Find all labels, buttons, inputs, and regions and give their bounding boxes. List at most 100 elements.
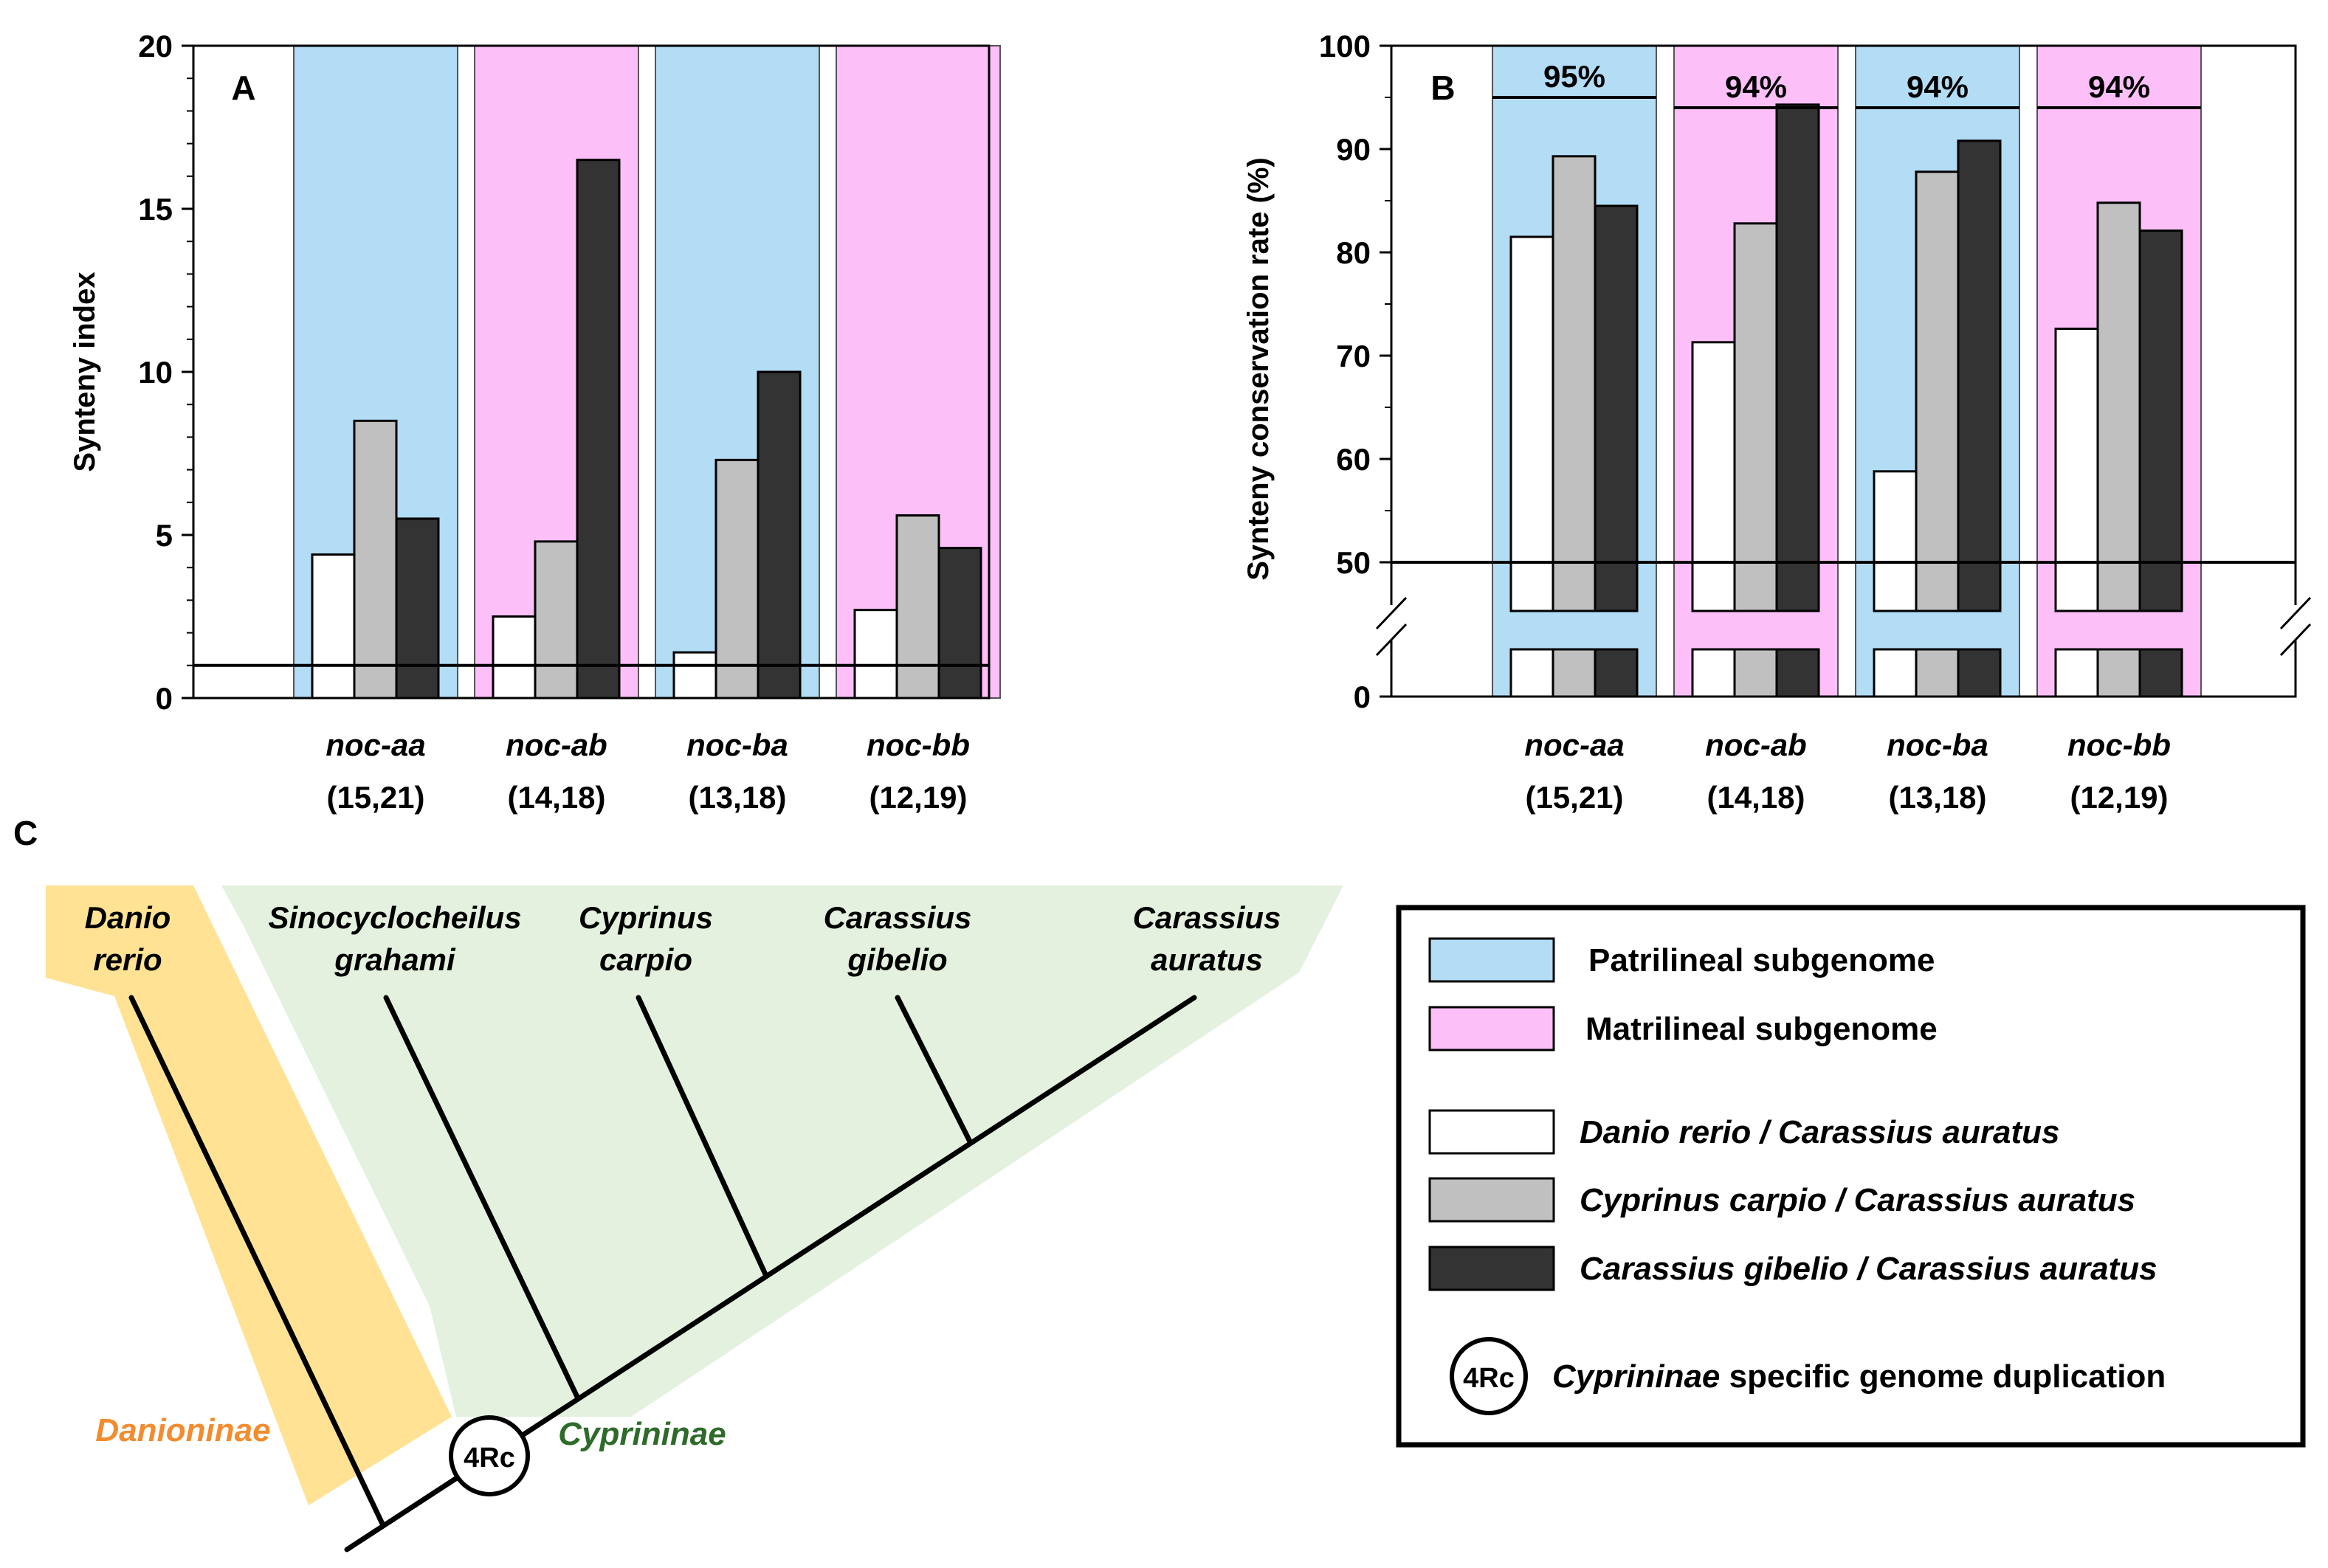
panel-b-y-tick-label: 80 (1336, 235, 1371, 270)
panel-b-bar-stub-noc-aa-gibelio-carassius (1594, 648, 1639, 698)
panel-a-category-label: noc-bb (867, 728, 970, 762)
panel-b-conservation-rate-chart: 0 50 60 70 80 90 100 95% 94% 94% 94% noc-aa (15,21… (1242, 29, 2312, 815)
species-carassius-auratus-line1: Carassius (1133, 900, 1281, 935)
panel-b-label: B (1430, 69, 1455, 107)
panel-b-bar-stub-noc-bb-cyprinus-carassius (2096, 648, 2141, 698)
panel-b-category-count: (15,21) (1525, 780, 1623, 815)
wgd-4rc-marker-label: 4Rc (464, 1443, 515, 1474)
legend-frame (1396, 905, 2306, 1448)
panel-b-bar-noc-ab-gibelio-carassius (1775, 103, 1820, 612)
clade-label-cyprininae: Cyprininae (558, 1416, 726, 1452)
legend-label-wgd: Cyprininae specific genome duplication (1552, 1358, 2166, 1395)
legend-label-cyprinus-carassius: Cyprinus carpio / Carassius auratus (1580, 1182, 2135, 1218)
panel-b-bar-noc-ba-danio-carassius (1873, 470, 1918, 612)
panel-b-category-count: (13,18) (1888, 780, 1986, 815)
panel-b-bar-noc-ba-cyprinus-carassius (1915, 170, 1960, 612)
wgd-4rc-marker (449, 1415, 530, 1496)
panel-b-axis-break-mark-left-1 (1375, 596, 1408, 630)
panel-b-y-tick-label: 90 (1336, 132, 1371, 167)
species-carassius-auratus-line2: auratus (1151, 942, 1263, 977)
panel-b-y-axis-label: Synteny conservation rate (%) (1242, 157, 1275, 581)
panel-b-y-tick-label: 50 (1336, 545, 1371, 580)
tree-branch-sinocyclocheilus-grahami (383, 995, 580, 1400)
legend-wgd-marker-label: 4Rc (1463, 1363, 1515, 1394)
panel-a-y-tick-label: 0 (156, 681, 173, 716)
panel-a-bar-noc-ba-danio-carassius (672, 651, 717, 700)
cyprininae-clade-band (221, 885, 1343, 1417)
legend-swatch-gibelio-carassius (1428, 1246, 1555, 1291)
legend-label-matrilineal: Matrilineal subgenome (1585, 1011, 1938, 1047)
panel-b-bar-noc-aa-danio-carassius (1509, 235, 1554, 612)
panel-a-bar-noc-ab-gibelio-carassius (576, 159, 621, 700)
panel-b-bar-noc-aa-gibelio-carassius (1594, 204, 1639, 612)
panel-b-bar-stub-noc-bb-danio-carassius (2054, 648, 2099, 698)
panel-b-bar-stub-noc-aa-danio-carassius (1509, 648, 1554, 698)
panel-b-bar-noc-ba-gibelio-carassius (1957, 139, 2002, 612)
species-cyprinus-carpio-line2: carpio (599, 942, 692, 977)
species-carassius-gibelio-line1: Carassius (824, 900, 972, 935)
tree-branch-carassius-gibelio (895, 995, 973, 1144)
clade-label-danioninae: Danioninae (95, 1412, 270, 1448)
panel-a-bar-noc-aa-gibelio-carassius (395, 517, 440, 700)
panel-b-y-tick-label: 70 (1336, 339, 1371, 373)
panel-a-category-count: (12,19) (869, 780, 967, 815)
panel-b-axis-break-mark-left-2 (1375, 623, 1408, 657)
panel-b-bar-noc-ab-cyprinus-carassius (1733, 222, 1778, 612)
panel-b-y-tick-label: 100 (1319, 29, 1371, 63)
species-sinocyclocheilus-grahami-line2: grahami (334, 942, 456, 977)
panel-a-bar-noc-aa-danio-carassius (311, 553, 356, 700)
legend-wgd-marker (1450, 1337, 1528, 1415)
panel-b-bar-noc-bb-gibelio-carassius (2138, 229, 2183, 612)
legend-swatch-patrilineal (1428, 937, 1555, 983)
panel-a-bar-noc-bb-gibelio-carassius (937, 547, 982, 700)
panel-a-y-tick-label: 20 (138, 29, 173, 63)
species-carassius-gibelio-line2: gibelio (847, 942, 947, 977)
panel-a-bar-noc-bb-danio-carassius (853, 609, 898, 700)
panel-c-phylogenetic-tree: C 4Rc Danio rerio Sinocyclocheilus graha… (13, 814, 1343, 1553)
panel-b-percent-label: 95% (1543, 59, 1605, 94)
panel-a-y-axis-label: Synteny index (69, 272, 101, 472)
panel-b-category-label: noc-bb (2067, 728, 2171, 762)
panel-b-bar-noc-ab-danio-carassius (1691, 341, 1736, 612)
panel-b-y-tick-label: 60 (1336, 442, 1371, 477)
species-danio-rerio-line2: rerio (93, 942, 162, 977)
panel-b-category-count: (12,19) (2070, 780, 2168, 815)
panel-a-category-count: (13,18) (688, 780, 786, 815)
panel-a-synteny-index-chart: 0 5 10 15 20 noc-aa (15,21) noc-ab (14,18) noc-b… (69, 29, 1001, 815)
legend-label-wgd-rest: specific genome duplication (1720, 1358, 2166, 1395)
panel-a-bar-noc-ab-cyprinus-carassius (534, 540, 579, 700)
panel-b-percent-label: 94% (1725, 69, 1787, 104)
panel-a-bar-noc-aa-cyprinus-carassius (353, 419, 398, 700)
legend-label-danio-carassius: Danio rerio / Carassius auratus (1580, 1114, 2059, 1150)
legend-swatch-cyprinus-carassius (1428, 1177, 1555, 1223)
panel-c-label: C (13, 814, 38, 852)
danioninae-clade-band (46, 885, 452, 1505)
legend-label-wgd-italic: Cyprininae (1552, 1358, 1720, 1395)
panel-b-frame-upper (1390, 44, 2297, 605)
panel-b-category-label: noc-aa (1524, 728, 1624, 762)
panel-b-category-label: noc-ba (1887, 728, 1988, 762)
panel-a-category-count: (15,21) (326, 780, 424, 815)
panel-b-bar-noc-aa-cyprinus-carassius (1552, 155, 1597, 612)
panel-a-bar-noc-bb-cyprinus-carassius (895, 514, 940, 700)
legend: Patrilineal subgenome Matrilineal subgen… (1396, 905, 2306, 1448)
panel-a-y-tick-label: 15 (138, 192, 173, 227)
panel-a-category-label: noc-ba (686, 728, 788, 762)
panel-b-axis-break-mark-right-1 (2279, 596, 2312, 630)
panel-b-bar-stub-noc-ab-danio-carassius (1691, 648, 1736, 698)
panel-b-axis-break-mark-right-2 (2279, 623, 2312, 657)
panel-b-category-label: noc-ab (1705, 728, 1807, 762)
panel-b-bar-stub-noc-ab-cyprinus-carassius (1733, 648, 1778, 698)
species-cyprinus-carpio-line1: Cyprinus (579, 900, 713, 935)
species-danio-rerio-line1: Danio (85, 900, 171, 935)
legend-swatch-matrilineal (1428, 1006, 1555, 1051)
panel-b-bar-stub-noc-ba-cyprinus-carassius (1915, 648, 1960, 698)
panel-a-bar-noc-ba-cyprinus-carassius (714, 458, 760, 700)
panel-a-y-tick-label: 10 (138, 355, 173, 390)
panel-b-percent-label: 94% (2088, 69, 2150, 104)
panel-a-bar-noc-ab-danio-carassius (492, 615, 537, 700)
panel-a-category-count: (14,18) (507, 780, 605, 815)
panel-b-bar-stub-noc-ba-danio-carassius (1873, 648, 1918, 698)
panel-b-percent-label: 94% (1907, 69, 1969, 104)
